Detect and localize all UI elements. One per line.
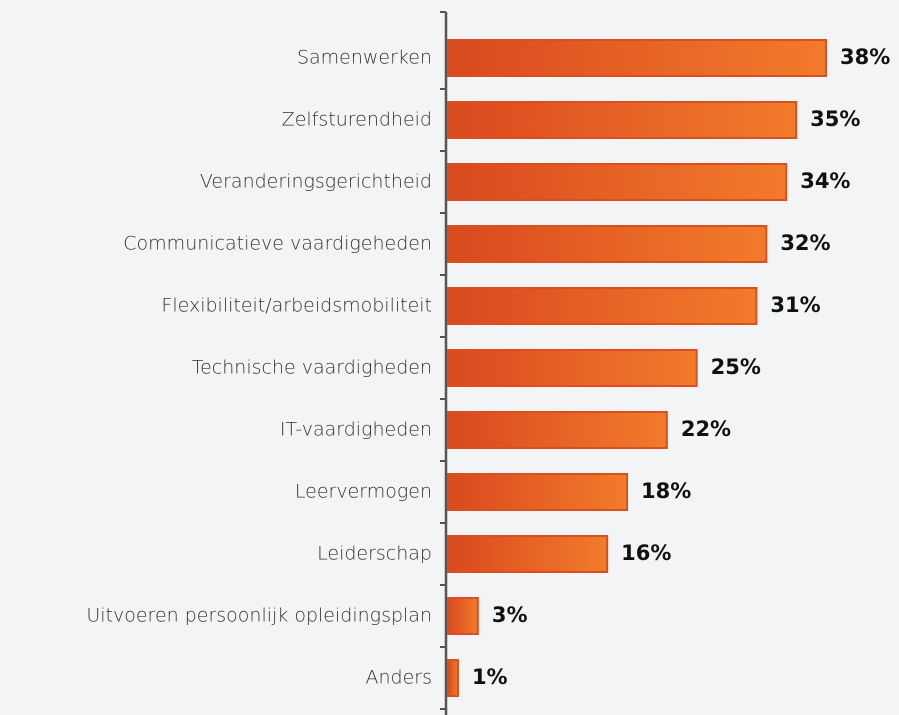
bar [447,597,479,635]
category-label: IT-vaardigheden [280,419,432,441]
value-label: 1% [472,665,508,689]
value-label: 16% [621,541,671,565]
value-label: 32% [780,231,830,255]
category-label: Anders [366,667,433,689]
category-label: Zelfsturendheid [282,109,432,131]
bar [447,659,459,697]
bar [447,535,609,573]
value-label: 22% [681,417,731,441]
category-label: Uitvoeren persoonlijk opleidingsplan [86,605,432,627]
category-label: Technische vaardigheden [192,357,432,379]
value-label: 35% [810,107,860,131]
value-label: 3% [492,603,528,627]
bar [447,287,758,325]
category-label: Leervermogen [295,481,432,503]
value-label: 18% [641,479,691,503]
bar [447,39,827,77]
category-label: Samenwerken [297,47,432,69]
bar [447,101,798,139]
bar [447,349,698,387]
category-label: Veranderingsgerichtheid [200,171,432,193]
category-label: Leiderschap [317,543,432,565]
value-label: 34% [800,169,850,193]
value-label: 38% [840,45,890,69]
category-label: Flexibiliteit/arbeidsmobiliteit [161,295,432,317]
bar [447,225,768,263]
bar [447,473,629,511]
value-label: 31% [770,293,820,317]
bar [447,163,788,201]
value-label: 25% [711,355,761,379]
bar [447,411,668,449]
category-label: Communicatieve vaardigeheden [123,233,432,255]
